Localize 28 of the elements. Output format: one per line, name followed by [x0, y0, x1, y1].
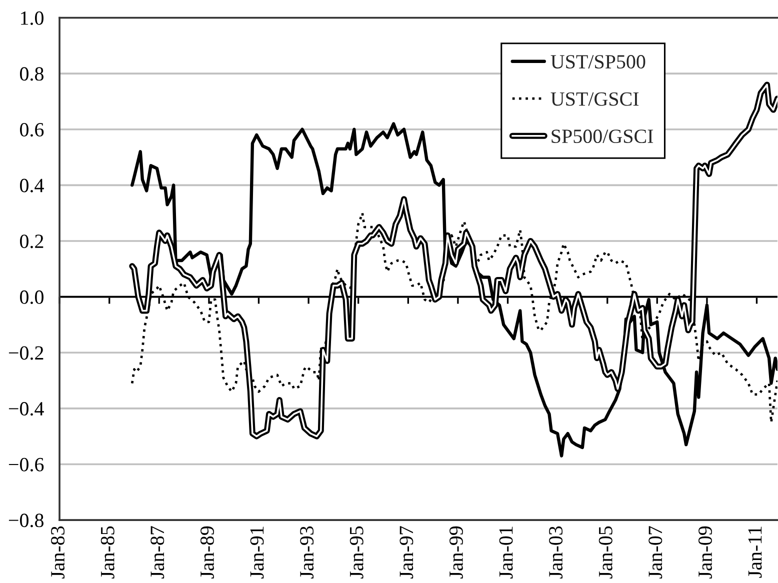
- x-tick-label: Jan-85: [100, 526, 114, 578]
- y-tick-label: −0.2: [8, 346, 44, 360]
- y-tick-label: 0.4: [20, 178, 44, 192]
- y-tick-label: 0.6: [20, 122, 44, 137]
- y-tick-label: 0.8: [20, 67, 44, 81]
- y-tick-label: −0.4: [8, 402, 44, 416]
- y-tick-label: 0.2: [20, 234, 44, 248]
- x-tick-label: Jan-09: [698, 526, 712, 578]
- x-tick-label: Jan-97: [400, 526, 414, 578]
- legend-label: UST/SP500: [550, 55, 646, 69]
- y-tick-label: 0.0: [20, 290, 44, 304]
- y-tick-label: 1.0: [21, 11, 44, 25]
- x-tick-label: Jan-93: [300, 526, 314, 578]
- x-tick-label: Jan-03: [549, 526, 563, 578]
- x-tick-label: Jan-07: [648, 526, 662, 578]
- y-tick-label: −0.8: [8, 514, 44, 528]
- x-tick-label: Jan-87: [150, 526, 164, 578]
- x-tick-label: Jan-05: [598, 526, 612, 578]
- y-tick-label: −0.6: [8, 458, 44, 472]
- x-tick-label: Jan-95: [350, 526, 364, 578]
- x-tick-label: Jan-89: [200, 526, 214, 578]
- x-tick-label: Jan-01: [499, 526, 513, 578]
- x-tick-label: Jan-83: [51, 526, 65, 578]
- x-tick-label: Jan-91: [250, 526, 264, 578]
- legend-label: UST/GSCI: [550, 92, 639, 106]
- x-tick-label: Jan-11: [748, 526, 762, 578]
- legend-label: SP500/GSCI: [552, 130, 654, 144]
- x-tick-label: Jan-99: [449, 526, 463, 578]
